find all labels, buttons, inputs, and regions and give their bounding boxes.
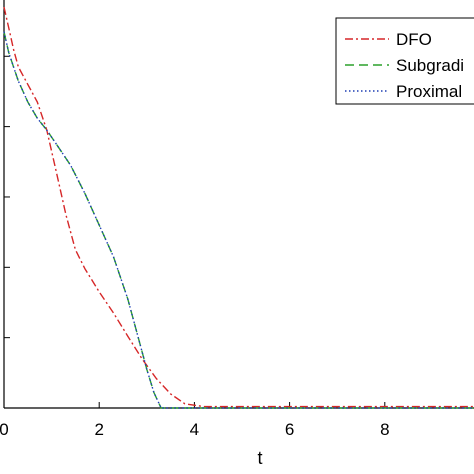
x-tick-label-2: 4 bbox=[190, 420, 199, 439]
legend-box bbox=[335, 17, 474, 105]
series-line-dfo bbox=[3, 6, 474, 408]
x-tick-label-3: 6 bbox=[285, 420, 294, 439]
legend: DFO Subgradi Proximal bbox=[335, 17, 474, 105]
x-tick-label-1: 2 bbox=[94, 420, 103, 439]
series-lines bbox=[3, 6, 474, 409]
x-axis-label: t bbox=[257, 448, 262, 468]
legend-items: DFO Subgradi Proximal bbox=[345, 30, 464, 101]
y-ticks bbox=[4, 55, 10, 339]
x-tick-label-4: 8 bbox=[380, 420, 389, 439]
x-tick-labels: 0 2 4 6 8 bbox=[0, 420, 390, 439]
series-line-proximal bbox=[3, 31, 474, 409]
legend-label-dfo: DFO bbox=[396, 30, 432, 49]
x-tick-label-0: 0 bbox=[0, 420, 9, 439]
legend-label-subgradi: Subgradi bbox=[396, 56, 464, 75]
legend-label-proximal: Proximal bbox=[396, 82, 462, 101]
